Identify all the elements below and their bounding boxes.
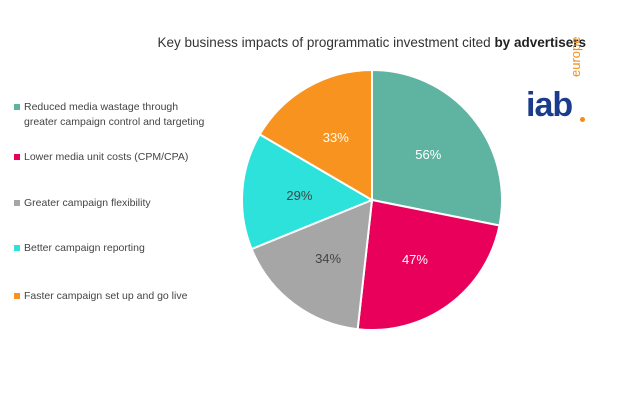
slice-value-label-3: 34% (315, 251, 341, 266)
legend-swatch-2 (14, 154, 20, 160)
pie-slice-2 (356, 198, 501, 331)
logo-dot (580, 117, 585, 122)
legend-swatch-1 (14, 104, 20, 110)
slice-value-label-4: 29% (286, 188, 312, 203)
legend-swatch-5 (14, 293, 20, 299)
legend-swatch-3 (14, 200, 20, 206)
pie-slice-4 (241, 133, 375, 251)
legend-item-4: Better campaign reporting (14, 241, 244, 256)
iab-europe-logo: iab europe (522, 37, 592, 132)
logo-region: europe (568, 36, 583, 77)
legend-swatch-4 (14, 245, 20, 251)
slice-value-label-2: 47% (402, 252, 428, 267)
legend-label-2: Lower media unit costs (CPM/CPA) (24, 151, 189, 163)
legend-label-3: Greater campaign flexibility (24, 197, 151, 209)
logo-wordmark: iab (526, 86, 573, 124)
legend-label-1: Reduced media wastage through greater cam… (24, 101, 205, 128)
legend-item-5: Faster campaign set up and go live (14, 289, 244, 304)
pie-slice-1 (371, 68, 503, 227)
legend-item-1: Reduced media wastage through greater cam… (14, 100, 244, 130)
pie-slice-5 (258, 68, 373, 202)
legend-item-2: Lower media unit costs (CPM/CPA) (14, 150, 244, 165)
chart-title-prefix: Key business impacts of programmatic inv… (157, 35, 491, 50)
chart-title-bold: by advertisers (494, 35, 586, 50)
slice-value-label-1: 56% (415, 147, 441, 162)
legend-label-5: Faster campaign set up and go live (24, 290, 188, 302)
legend-label-4: Better campaign reporting (24, 242, 145, 254)
pie-slice-3 (250, 198, 374, 331)
legend-item-3: Greater campaign flexibility (14, 196, 244, 211)
chart-title: Key business impacts of programmatic inv… (0, 35, 586, 50)
slice-value-label-5: 33% (323, 130, 349, 145)
